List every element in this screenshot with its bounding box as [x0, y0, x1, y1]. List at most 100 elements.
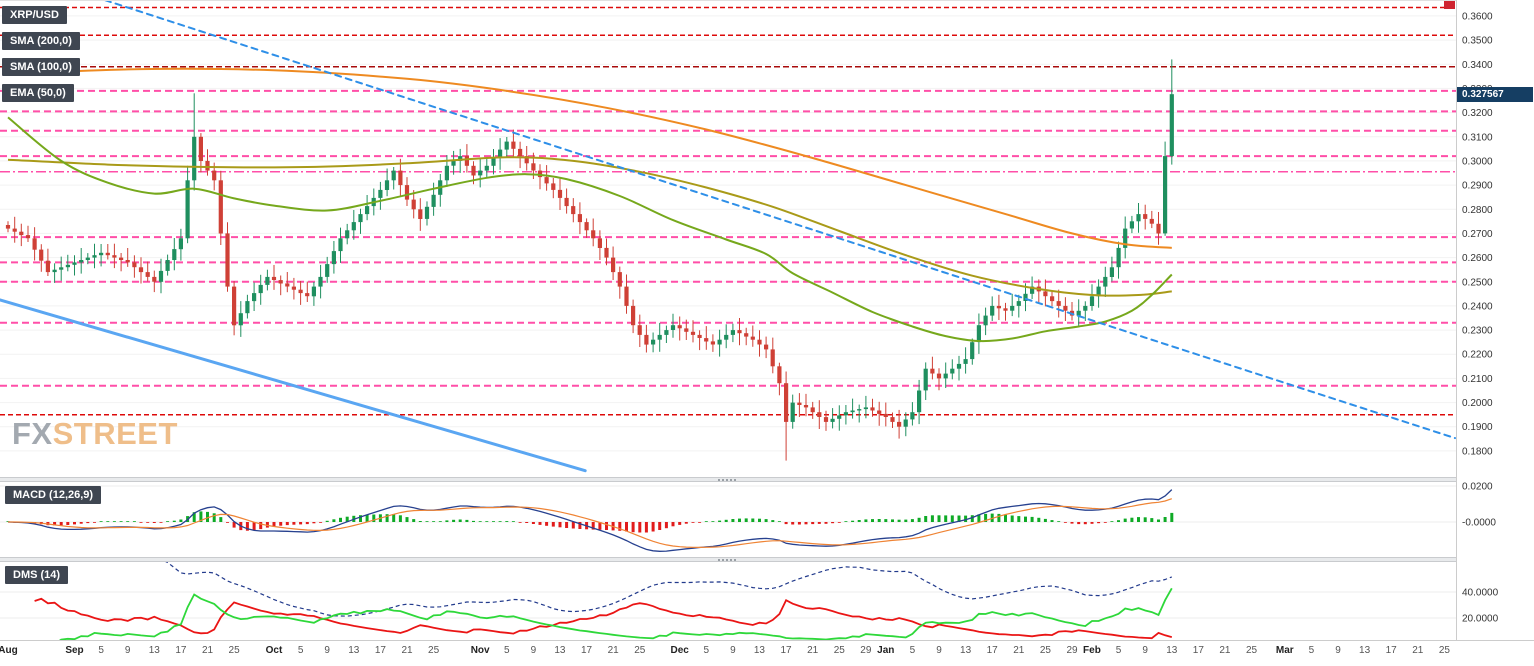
macd-badge[interactable]: MACD (12,26,9) [5, 486, 102, 504]
candlestick-series [5, 59, 1174, 461]
macd-lines [7, 489, 1173, 552]
y-axis-label: 0.2400 [1462, 301, 1493, 312]
ema-50-badge[interactable]: EMA (50,0) [2, 84, 74, 102]
y-axis-label: 0.2700 [1462, 229, 1493, 240]
y-axis-label: 0.2900 [1462, 181, 1493, 192]
y-axis-labels[interactable]: 0.36000.35000.34000.33000.32000.31000.30… [1462, 11, 1499, 624]
descending-trendline[interactable] [104, 0, 1456, 440]
scroll-end-handle[interactable] [1444, 1, 1455, 9]
sma-200-badge[interactable]: SMA (200,0) [2, 32, 80, 50]
x-axis-label: 17 [175, 645, 187, 656]
sma-100-line [7, 156, 1172, 297]
y-axis-label: 0.2300 [1462, 326, 1493, 337]
x-axis-label: Dec [670, 645, 689, 656]
y-axis-label: 0.3400 [1462, 60, 1493, 71]
x-axis-label: 21 [807, 645, 819, 656]
x-axis-label: 9 [125, 645, 131, 656]
x-axis-label: 5 [1309, 645, 1315, 656]
panel-separator-dms[interactable] [0, 557, 1456, 562]
x-axis-label: 13 [554, 645, 566, 656]
x-axis-label: 17 [1386, 645, 1398, 656]
y-axis-label: 0.1800 [1462, 446, 1493, 457]
x-axis-label: 17 [987, 645, 999, 656]
x-axis-label: 17 [1193, 645, 1205, 656]
x-axis-label: 9 [936, 645, 942, 656]
y-axis-label: 0.3000 [1462, 156, 1493, 167]
watermark-street-text: STREET [52, 416, 178, 451]
x-axis-label: Feb [1083, 645, 1101, 656]
x-axis-label: 21 [608, 645, 620, 656]
separator-grip-icon[interactable] [718, 479, 738, 481]
x-axis-label: 25 [1246, 645, 1258, 656]
x-axis-label: 25 [428, 645, 440, 656]
x-axis-label: 17 [375, 645, 387, 656]
symbol-badge[interactable]: XRP/USD [2, 6, 67, 24]
x-axis-label: 13 [149, 645, 161, 656]
y-axis-label: 0.2600 [1462, 253, 1493, 264]
dms-minus-di-line [34, 597, 1173, 640]
y-axis-label: 0.3500 [1462, 36, 1493, 47]
x-axis-label: Aug [0, 645, 18, 656]
x-axis-label: Mar [1276, 645, 1294, 656]
x-axis-label: 29 [1066, 645, 1078, 656]
dms-axis-label: 20.0000 [1462, 614, 1499, 625]
macd-histogram [6, 511, 1174, 533]
x-axis-label: 21 [401, 645, 413, 656]
x-axis-label: 5 [910, 645, 916, 656]
x-axis-label: 25 [1040, 645, 1052, 656]
y-axis-label: 0.2200 [1462, 350, 1493, 361]
x-axis-label: 25 [229, 645, 241, 656]
y-axis-label: 0.3200 [1462, 108, 1493, 119]
x-axis-label: 5 [504, 645, 510, 656]
x-axis-label: 17 [581, 645, 593, 656]
x-axis-label: 21 [1219, 645, 1231, 656]
x-axis-label: 5 [1116, 645, 1122, 656]
x-axis-label: 13 [1166, 645, 1178, 656]
sma-200-line [7, 67, 1172, 249]
x-axis-label: 5 [98, 645, 104, 656]
x-axis-label: 9 [531, 645, 537, 656]
x-axis-label: Oct [266, 645, 283, 656]
watermark-fx-text: FX [12, 416, 53, 451]
x-axis-label: 9 [1335, 645, 1341, 656]
x-axis-label: 25 [1439, 645, 1451, 656]
x-axis-label: Nov [471, 645, 490, 656]
dms-axis-label: 40.0000 [1462, 588, 1499, 599]
x-axis-label: 17 [780, 645, 792, 656]
macd-signal-line [8, 498, 1172, 549]
dms-plus-di-line [58, 587, 1173, 640]
y-axis-label: 0.2800 [1462, 205, 1493, 216]
panel-separator-macd[interactable] [0, 477, 1456, 482]
support-trendline[interactable] [0, 298, 587, 473]
x-axis-label: 5 [298, 645, 304, 656]
dms-lines [34, 562, 1173, 640]
macd-axis-label: -0.0000 [1462, 518, 1496, 529]
x-axis-label: 21 [1013, 645, 1025, 656]
fxstreet-watermark: FXSTREET [12, 416, 178, 452]
current-price-badge: 0.327567 [1457, 87, 1533, 102]
y-axis-label: 0.3600 [1462, 11, 1493, 22]
y-axis-label: 0.3100 [1462, 132, 1493, 143]
separator-grip-icon[interactable] [718, 559, 738, 561]
macd-line [7, 489, 1173, 552]
x-axis-label: 25 [634, 645, 646, 656]
price-gridlines [0, 15, 1456, 619]
y-axis-label: 0.2100 [1462, 374, 1493, 385]
x-axis-label: 13 [348, 645, 360, 656]
x-axis-label: 29 [860, 645, 872, 656]
x-axis-label: 13 [754, 645, 766, 656]
sma-100-badge[interactable]: SMA (100,0) [2, 58, 80, 76]
ema-50-line [7, 116, 1173, 343]
x-axis-label: Sep [65, 645, 83, 656]
y-axis-label: 0.2500 [1462, 277, 1493, 288]
x-axis-label: 5 [703, 645, 709, 656]
y-axis-label: 0.2000 [1462, 398, 1493, 409]
dms-badge[interactable]: DMS (14) [5, 566, 69, 584]
x-axis-labels[interactable]: Aug Sep 5 9 13 17 21 25 Oct 5 9 13 17 21 25 Nov 5 9 13 17 21… [0, 645, 1450, 656]
y-axis-label: 0.1900 [1462, 422, 1493, 433]
x-axis-label: 9 [324, 645, 330, 656]
x-axis-label: Jan [877, 645, 894, 656]
